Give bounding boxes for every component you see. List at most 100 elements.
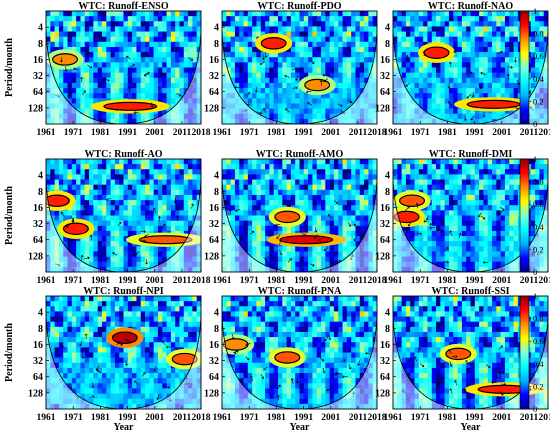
- coherence-cell: [496, 189, 502, 196]
- coherence-cell: [355, 21, 361, 27]
- coherence-cell: [329, 118, 335, 124]
- coherence-cell: [303, 36, 309, 43]
- coherence-cell: [256, 26, 262, 32]
- coherence-cell: [368, 108, 374, 115]
- coherence-cell: [127, 93, 133, 99]
- coherence-cell: [372, 261, 377, 268]
- coherence-cell: [93, 36, 99, 43]
- coherence-cell: [509, 82, 514, 89]
- coherence-cell: [132, 164, 137, 170]
- coherence-cell: [93, 194, 99, 201]
- phase-arrow: [285, 108, 290, 113]
- coherence-cell: [321, 21, 326, 27]
- coherence-cell: [179, 36, 185, 43]
- coherence-cell: [351, 251, 356, 257]
- coherence-cell: [243, 179, 249, 186]
- coherence-cell: [127, 246, 133, 252]
- coherence-cell: [166, 225, 172, 232]
- coherence-cell: [127, 113, 133, 120]
- coherence-cell: [410, 174, 415, 180]
- coherence-cell: [136, 256, 142, 263]
- coherence-cell: [312, 46, 318, 53]
- coherence-cell: [136, 118, 142, 124]
- coherence-cell: [535, 220, 540, 227]
- coherence-cell: [487, 41, 493, 48]
- coherence-cell: [466, 62, 471, 68]
- coherence-cell: [256, 179, 262, 186]
- coherence-cell: [351, 26, 356, 32]
- phase-arrow: [344, 52, 350, 56]
- coherence-cell: [54, 251, 60, 257]
- coherence-cell: [226, 113, 232, 120]
- coherence-cell: [252, 21, 257, 27]
- coherence-cell: [474, 57, 480, 63]
- coherence-cell: [295, 67, 300, 74]
- coherence-cell: [239, 82, 244, 89]
- y-tick-label: 128: [204, 251, 219, 262]
- coherence-cell: [230, 210, 236, 216]
- coherence-cell: [127, 62, 133, 68]
- coherence-cell: [58, 169, 64, 175]
- coherence-cell: [351, 77, 356, 84]
- coherence-cell: [414, 256, 420, 263]
- coherence-cell: [333, 159, 339, 165]
- coherence-cell: [368, 93, 374, 99]
- coherence-cell: [46, 236, 51, 242]
- coherence-cell: [256, 246, 262, 252]
- coherence-cell: [312, 93, 318, 99]
- x-tick-label: 2001: [145, 128, 164, 138]
- coherence-cell: [71, 72, 77, 79]
- coherence-cell: [359, 67, 365, 74]
- coherence-cell: [496, 220, 502, 227]
- coherence-cell: [71, 67, 77, 74]
- coherence-cell: [453, 41, 458, 48]
- coherence-cell: [145, 72, 150, 79]
- coherence-cell: [188, 194, 193, 201]
- coherence-cell: [50, 251, 56, 257]
- coherence-cell: [166, 31, 172, 38]
- coherence-cell: [286, 103, 292, 109]
- coherence-cell: [230, 256, 236, 263]
- coherence-cell: [110, 57, 116, 63]
- coherence-cell: [183, 225, 189, 232]
- coherence-cell: [222, 164, 227, 170]
- coherence-cell: [414, 31, 420, 38]
- coherence-cell: [342, 210, 348, 216]
- coherence-cell: [539, 88, 545, 94]
- coherence-cell: [535, 88, 540, 94]
- coherence-cell: [487, 200, 493, 206]
- coherence-cell: [299, 108, 305, 115]
- coherence-cell: [196, 21, 201, 27]
- coherence-cell: [192, 164, 198, 170]
- coherence-cell: [89, 46, 94, 53]
- coherence-cell: [80, 93, 86, 99]
- coherence-cell: [418, 179, 424, 186]
- coherence-cell: [483, 41, 489, 48]
- coherence-cell: [67, 16, 73, 22]
- coherence-cell: [153, 164, 159, 170]
- coherence-cell: [230, 57, 236, 63]
- coherence-cell: [80, 266, 86, 272]
- coherence-cell: [234, 16, 240, 22]
- coherence-cell: [453, 215, 458, 222]
- coherence-cell: [273, 174, 279, 180]
- coherence-cell: [269, 230, 275, 237]
- coherence-cell: [312, 41, 318, 48]
- coherence-cell: [418, 174, 424, 180]
- coherence-cell: [535, 164, 540, 170]
- coherence-cell: [67, 113, 73, 120]
- coherence-cell: [504, 67, 510, 74]
- coherence-cell: [127, 169, 133, 175]
- coherence-cell: [453, 179, 458, 186]
- coherence-cell: [58, 103, 64, 109]
- coherence-cell: [487, 194, 493, 201]
- coherence-cell: [487, 113, 493, 120]
- coherence-cell: [509, 159, 514, 165]
- coherence-cell: [504, 26, 510, 32]
- coherence-cell: [58, 174, 64, 180]
- coherence-cell: [127, 159, 133, 165]
- coherence-cell: [46, 46, 51, 53]
- coherence-cell: [466, 164, 471, 170]
- coherence-cell: [338, 52, 343, 58]
